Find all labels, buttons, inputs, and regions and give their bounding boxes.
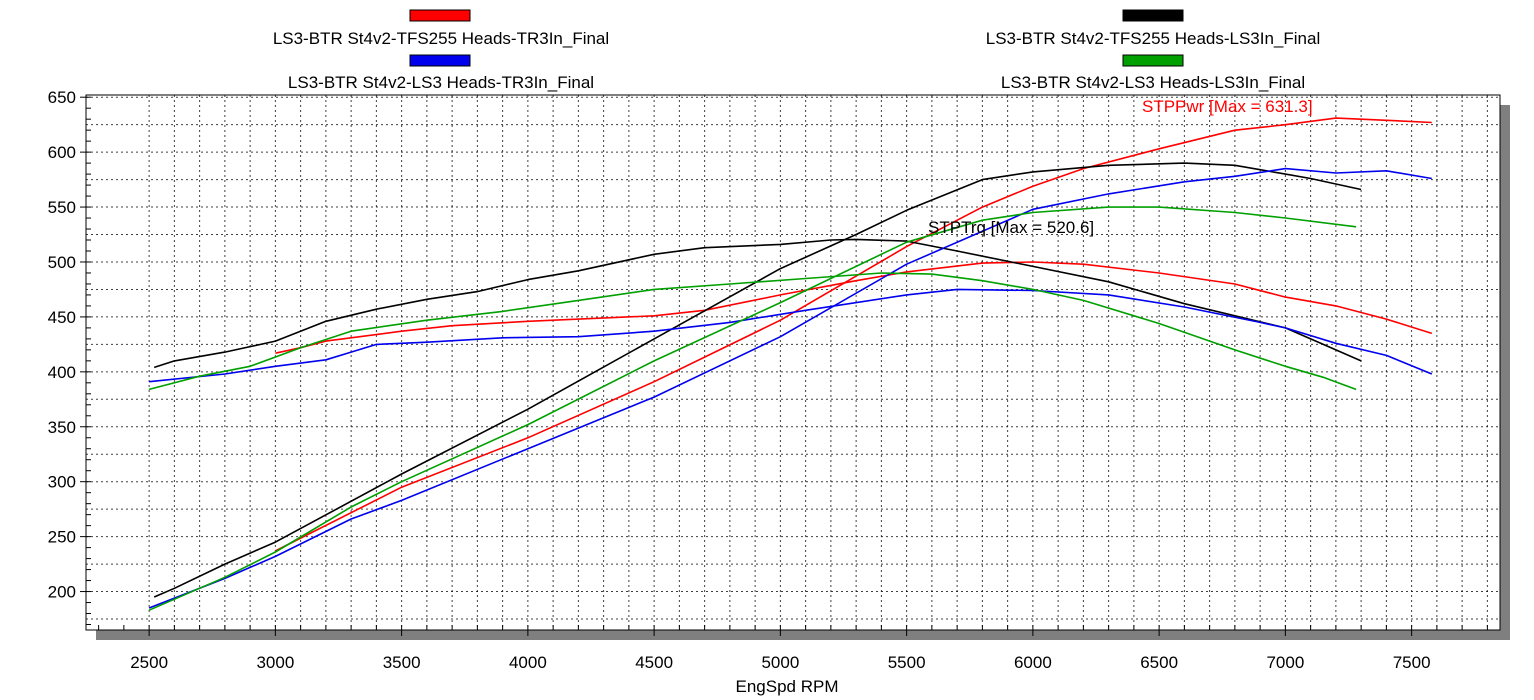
y-tick-label: 350 bbox=[48, 418, 76, 437]
legend-swatch-series-3 bbox=[409, 54, 471, 67]
x-tick-label: 6000 bbox=[1014, 653, 1052, 672]
series-3-torque-line bbox=[149, 288, 1433, 383]
plot-area bbox=[85, 94, 1501, 631]
legend-swatch-series-4 bbox=[1122, 54, 1184, 67]
x-axis: 2500 3000 3500 4000 4500 5000 5500 6000 6500 7000… bbox=[130, 630, 1431, 672]
series-1-torque-line bbox=[275, 261, 1433, 354]
grid bbox=[86, 95, 1500, 630]
legend-label-series-3: LS3-BTR St4v2-LS3 Heads-TR3In_Final bbox=[288, 73, 594, 92]
y-tick-label: 300 bbox=[48, 473, 76, 492]
x-tick-label: 2500 bbox=[130, 653, 168, 672]
x-tick-label: 7000 bbox=[1266, 653, 1304, 672]
legend: LS3-BTR St4v2-TFS255 Heads-TR3In_Final L… bbox=[273, 9, 1321, 92]
minor-ticks bbox=[86, 96, 1488, 630]
series-layer bbox=[148, 117, 1433, 611]
legend-label-series-1: LS3-BTR St4v2-TFS255 Heads-TR3In_Final bbox=[273, 29, 609, 48]
x-tick-label: 3000 bbox=[256, 653, 294, 672]
y-tick-label: 650 bbox=[48, 88, 76, 107]
series-2-torque-line bbox=[153, 238, 1362, 369]
x-tick-label: 6500 bbox=[1140, 653, 1178, 672]
x-axis-title: EngSpd RPM bbox=[736, 677, 839, 696]
y-tick-label: 550 bbox=[48, 198, 76, 217]
y-axis: 200 250 300 350 400 450 500 550 600 650 bbox=[48, 88, 86, 602]
x-tick-label: 5500 bbox=[888, 653, 926, 672]
y-tick-label: 500 bbox=[48, 253, 76, 272]
x-tick-label: 4000 bbox=[509, 653, 547, 672]
y-tick-label: 250 bbox=[48, 528, 76, 547]
legend-label-series-2: LS3-BTR St4v2-TFS255 Heads-LS3In_Final bbox=[986, 29, 1321, 48]
y-tick-label: 400 bbox=[48, 363, 76, 382]
legend-swatch-series-2 bbox=[1122, 9, 1184, 22]
legend-swatch-series-1 bbox=[409, 9, 471, 22]
x-tick-label: 3500 bbox=[383, 653, 421, 672]
x-tick-label: 7500 bbox=[1393, 653, 1431, 672]
annotation-torque-max: STPTrq [Max = 520.6] bbox=[928, 218, 1094, 237]
x-tick-label: 5000 bbox=[761, 653, 799, 672]
y-tick-label: 450 bbox=[48, 308, 76, 327]
y-tick-label: 600 bbox=[48, 143, 76, 162]
series-1-power-line bbox=[275, 117, 1432, 552]
x-tick-label: 4500 bbox=[635, 653, 673, 672]
legend-label-series-4: LS3-BTR St4v2-LS3 Heads-LS3In_Final bbox=[1001, 73, 1305, 92]
annotation-power-max: STPPwr [Max = 631.3] bbox=[1142, 97, 1313, 116]
series-2-power-line bbox=[153, 162, 1362, 598]
y-tick-label: 200 bbox=[48, 583, 76, 602]
series-3-power-line bbox=[148, 167, 1432, 609]
series-4-torque-line bbox=[148, 272, 1357, 391]
series-4-power-line bbox=[148, 206, 1357, 611]
